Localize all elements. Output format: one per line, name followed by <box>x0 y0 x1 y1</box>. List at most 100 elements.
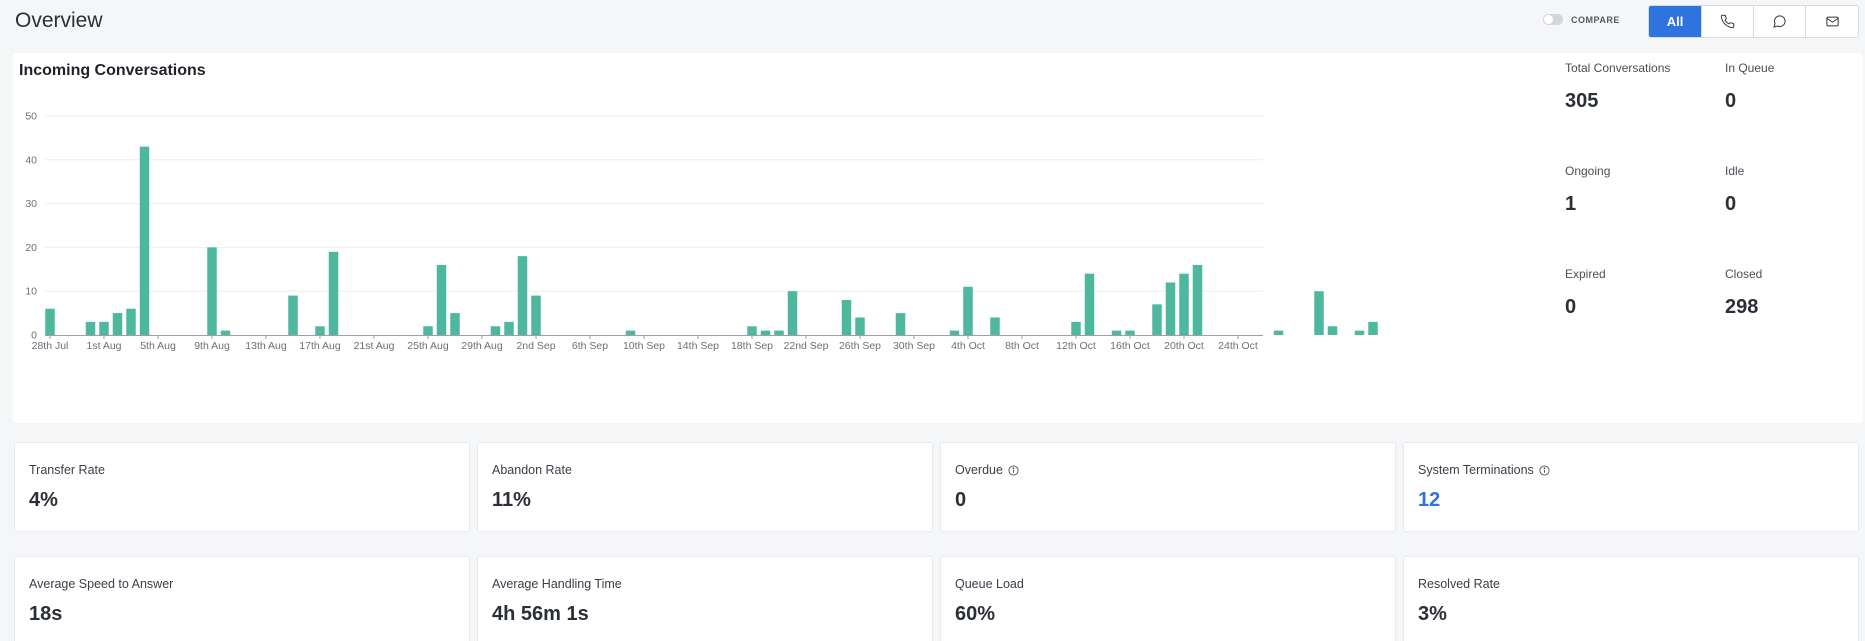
x-tick-label: 26th Sep <box>839 340 881 352</box>
channel-all-button[interactable]: All <box>1649 6 1702 37</box>
chat-bubble-icon <box>1773 15 1786 28</box>
compare-label: COMPARE <box>1571 14 1620 25</box>
x-tick-label: 8th Oct <box>1005 340 1039 352</box>
x-tick-label: 18th Sep <box>731 340 773 352</box>
bar <box>207 247 217 335</box>
incoming-conversations-card: Incoming Conversations 0 10 20 30 40 50 28th J… <box>13 53 1863 423</box>
bar <box>531 295 541 335</box>
stat-label: Closed <box>1725 267 1763 281</box>
metric-overdue: Overdue 0 <box>940 442 1396 532</box>
bar <box>315 326 325 335</box>
x-tick-label: 12th Oct <box>1056 340 1096 352</box>
bar <box>1368 321 1378 335</box>
metric-avg-handling-time: Average Handling Time 4h 56m 1s <box>477 556 933 641</box>
y-tick-label: 10 <box>25 286 37 298</box>
metric-value: 4h 56m 1s <box>492 603 589 625</box>
bar <box>139 146 150 335</box>
bar <box>787 291 798 335</box>
bar <box>774 330 784 335</box>
x-tick-label: 16th Oct <box>1110 340 1150 352</box>
stat-closed: Closed 298 <box>1725 267 1762 319</box>
bar <box>436 264 447 335</box>
channel-chat-button[interactable] <box>1754 6 1806 37</box>
x-tick-label: 25th Aug <box>407 340 449 352</box>
bar <box>85 321 96 335</box>
stat-label: Total Conversations <box>1565 61 1671 75</box>
bar <box>1273 330 1284 335</box>
page-title: Overview <box>15 9 103 32</box>
stat-value: 0 <box>1725 193 1737 215</box>
stat-value: 1 <box>1565 193 1577 215</box>
x-tick-label: 24th Oct <box>1218 340 1258 352</box>
metric-resolved-rate: Resolved Rate 3% <box>1403 556 1859 641</box>
compare-toggle[interactable]: COMPARE <box>1543 14 1620 25</box>
phone-icon <box>1720 14 1735 29</box>
x-tick-label: 6th Sep <box>572 340 608 352</box>
incoming-conversations-chart: 0 10 20 30 40 50 28th Jul 1st Aug 5th Aug 9th Aug… <box>25 111 1378 352</box>
x-tick-label: 28th Jul <box>32 340 69 352</box>
y-tick-label: 20 <box>25 242 37 254</box>
metric-label: Resolved Rate <box>1418 577 1500 591</box>
metric-label-row: Overdue <box>955 463 1019 477</box>
metric-value: 4% <box>29 489 58 511</box>
metric-label: Average Handling Time <box>492 577 622 591</box>
bar <box>855 317 865 335</box>
bar <box>490 326 501 335</box>
bar <box>1179 273 1189 335</box>
bar <box>450 313 460 335</box>
metric-label-row: System Terminations <box>1418 463 1550 477</box>
bar <box>1084 273 1095 335</box>
stat-value: 305 <box>1565 90 1599 112</box>
stat-value: 0 <box>1725 90 1737 112</box>
stat-total-conversations: Total Conversations 305 <box>1565 61 1670 113</box>
metric-value-link[interactable]: 12 <box>1418 489 1441 511</box>
info-icon[interactable] <box>1539 464 1550 476</box>
y-tick-label: 0 <box>31 330 37 342</box>
y-tick-label: 40 <box>25 154 37 166</box>
stat-label: Expired <box>1565 267 1606 281</box>
metric-label: Transfer Rate <box>29 463 105 477</box>
bar <box>112 313 123 335</box>
toggle-switch[interactable] <box>1543 14 1563 25</box>
metric-label: Abandon Rate <box>492 463 572 477</box>
metric-avg-speed-to-answer: Average Speed to Answer 18s <box>14 556 470 641</box>
metric-system-terminations: System Terminations 12 <box>1403 442 1859 532</box>
conversation-stats: Total Conversations 305 In Queue 0 Ongoi… <box>1553 53 1853 423</box>
metric-label: Queue Load <box>955 577 1024 591</box>
x-tick-label: 21st Aug <box>354 340 395 352</box>
metric-label: System Terminations <box>1418 463 1534 477</box>
mail-icon <box>1825 16 1839 27</box>
bar <box>990 317 1000 335</box>
bar <box>1071 321 1081 335</box>
x-tick-label: 22nd Sep <box>784 340 829 352</box>
bar <box>625 330 636 335</box>
metric-value: 11% <box>492 489 531 511</box>
stat-label: Idle <box>1725 164 1745 178</box>
bar <box>841 299 852 335</box>
y-tick-label: 50 <box>25 111 37 123</box>
bar <box>288 295 298 335</box>
x-tick-label: 30th Sep <box>893 340 935 352</box>
x-tick-label: 9th Aug <box>194 340 230 352</box>
bar <box>1327 326 1338 335</box>
stat-ongoing: Ongoing 1 <box>1565 164 1610 216</box>
stat-value: 298 <box>1725 296 1759 318</box>
channel-phone-button[interactable] <box>1702 6 1754 37</box>
bar <box>1314 291 1324 335</box>
channel-email-button[interactable] <box>1806 6 1858 37</box>
page-header: Overview COMPARE All <box>0 0 1865 42</box>
bar <box>328 251 339 335</box>
stat-idle: Idle 0 <box>1725 164 1744 216</box>
x-tick-label: 1st Aug <box>86 340 121 352</box>
bar <box>747 326 757 335</box>
metric-value: 3% <box>1418 603 1447 625</box>
stat-value: 0 <box>1565 296 1577 318</box>
stat-expired: Expired 0 <box>1565 267 1606 319</box>
stat-in-queue: In Queue 0 <box>1725 61 1774 113</box>
y-tick-label: 30 <box>25 198 37 210</box>
x-tick-label: 14th Sep <box>677 340 719 352</box>
metric-queue-load: Queue Load 60% <box>940 556 1396 641</box>
metric-value: 18s <box>29 603 63 625</box>
info-icon[interactable] <box>1008 464 1019 476</box>
bar <box>1192 264 1203 335</box>
